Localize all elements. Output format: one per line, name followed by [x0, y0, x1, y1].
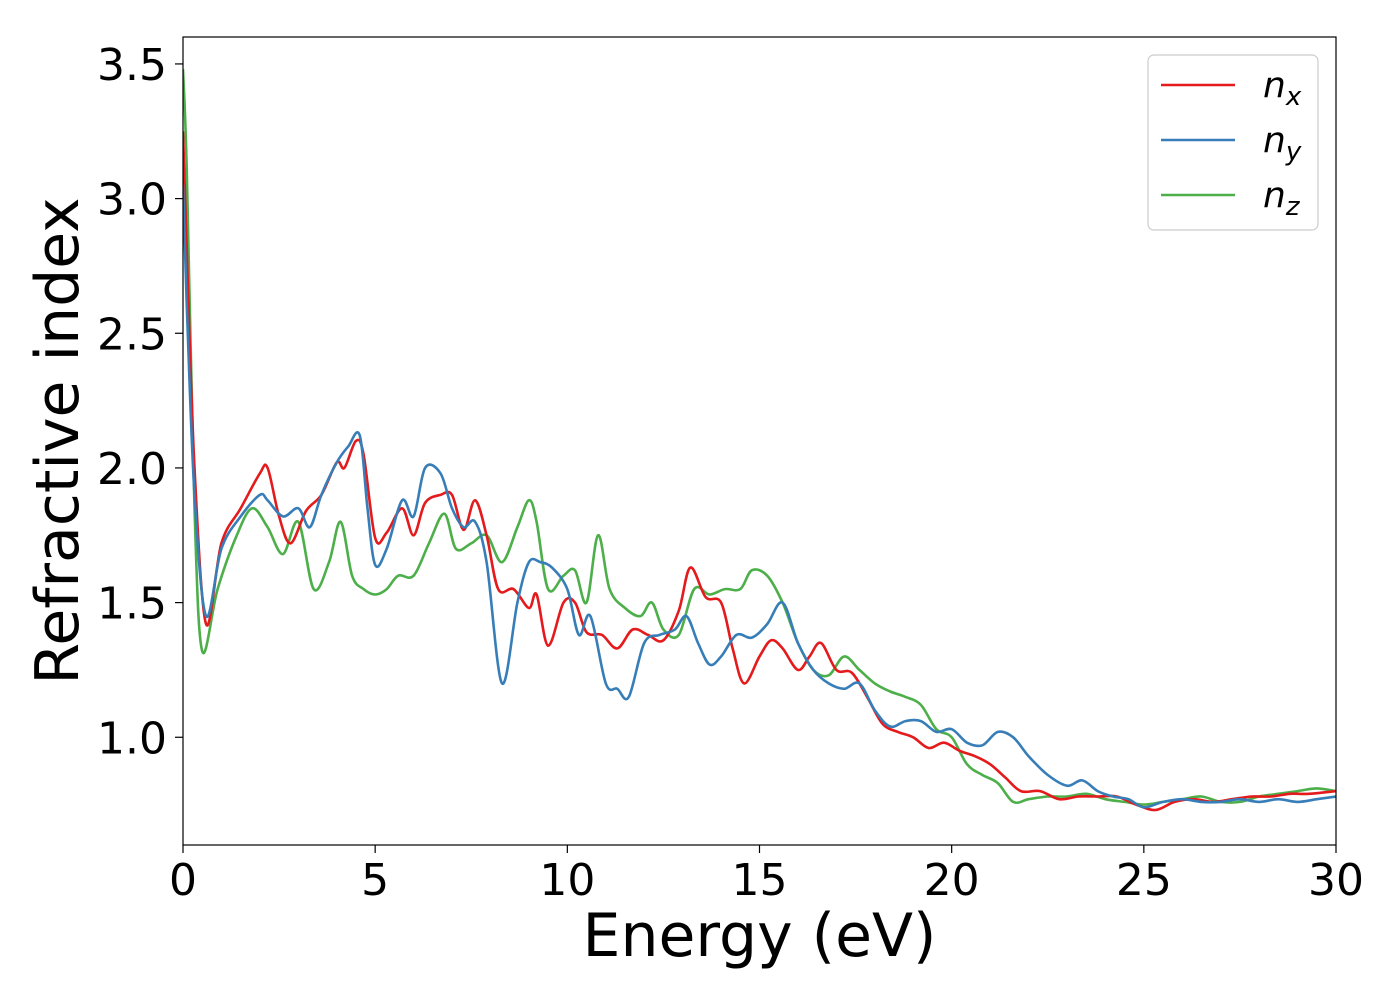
x-axis-title: Energy (eV): [583, 901, 937, 971]
y-tick-label: 2.5: [97, 309, 167, 360]
x-tick-label: 5: [361, 855, 389, 906]
x-tick-label: 30: [1308, 855, 1364, 906]
legend: nx ny nz: [1147, 54, 1319, 231]
x-tick-label: 10: [539, 855, 595, 906]
x-tick-label: 15: [732, 855, 788, 906]
y-axis: 1.0 1.5 2.0 2.5 3.0 3.5: [97, 40, 183, 764]
y-tick-label: 3.0: [97, 175, 167, 226]
legend-label-ny: ny: [1263, 120, 1302, 167]
y-tick-label: 1.0: [97, 713, 167, 764]
series-line-nx: [183, 131, 1336, 812]
y-tick-label: 1.5: [97, 579, 167, 630]
x-tick-label: 25: [1116, 855, 1172, 906]
x-tick-label: 0: [169, 855, 197, 906]
legend-box: [1147, 54, 1319, 231]
legend-label-nz: nz: [1263, 175, 1301, 222]
legend-label-nx: nx: [1263, 65, 1302, 112]
y-axis-title: Refractive index: [23, 197, 93, 684]
x-axis: 0 5 10 15 20 25 30: [169, 845, 1364, 906]
series-line-ny: [183, 185, 1336, 809]
y-tick-label: 3.5: [97, 40, 167, 91]
series-curves: [183, 69, 1336, 812]
x-tick-label: 20: [924, 855, 980, 906]
y-tick-label: 2.0: [97, 444, 167, 495]
